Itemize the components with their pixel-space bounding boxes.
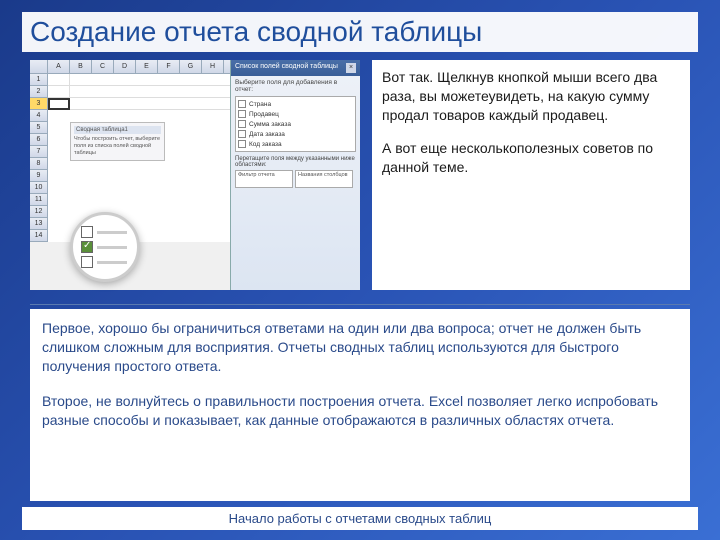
checkbox-icon <box>81 226 93 238</box>
magnifier-callout <box>70 212 140 282</box>
row-header[interactable]: 2 <box>30 86 48 98</box>
excel-window: A B C D E F G H I 1 2 3 4 5 <box>30 60 360 290</box>
row-header[interactable]: 9 <box>30 170 48 182</box>
field-name: Код заказа <box>249 141 282 148</box>
field-item[interactable]: Код заказа <box>238 139 353 149</box>
checkbox-icon[interactable] <box>238 120 246 128</box>
row-header[interactable]: 4 <box>30 110 48 122</box>
field-name: Дата заказа <box>249 131 285 138</box>
body-paragraph: Первое, хорошо бы ограничиться ответами … <box>42 319 678 376</box>
row-header[interactable]: 8 <box>30 158 48 170</box>
checkbox-icon[interactable] <box>238 110 246 118</box>
col-header[interactable]: A <box>48 60 70 73</box>
field-panel-header: Список полей сводной таблицы × <box>231 60 360 76</box>
row-header[interactable]: 14 <box>30 230 48 242</box>
field-name: Сумма заказа <box>249 121 291 128</box>
drop-zone-columns[interactable]: Названия столбцов <box>295 170 353 188</box>
body-paragraph: Второе, не волнуйтесь о правильности пос… <box>42 392 678 430</box>
placeholder-line <box>97 231 127 234</box>
col-header[interactable]: F <box>158 60 180 73</box>
top-row: A B C D E F G H I 1 2 3 4 5 <box>30 60 690 290</box>
field-panel-title: Список полей сводной таблицы <box>235 63 338 73</box>
field-item[interactable]: Сумма заказа <box>238 119 353 129</box>
selected-cell[interactable] <box>48 98 70 110</box>
checkbox-icon[interactable] <box>238 140 246 148</box>
body-text-panel: Первое, хорошо бы ограничиться ответами … <box>30 309 690 501</box>
row-header[interactable]: 13 <box>30 218 48 230</box>
side-paragraph: Вот так. Щелкнув кнопкой мыши всего два … <box>382 68 680 125</box>
col-header[interactable]: G <box>180 60 202 73</box>
close-icon[interactable]: × <box>346 63 356 73</box>
placeholder-line <box>97 261 127 264</box>
side-paragraph: А вот еще несколькополезных советов по д… <box>382 139 680 177</box>
row-header[interactable]: 1 <box>30 74 48 86</box>
checkbox-icon <box>81 256 93 268</box>
pivot-placeholder-text: Чтобы построить отчет, выберите поля из … <box>74 136 161 157</box>
row-header[interactable]: 7 <box>30 146 48 158</box>
drag-instruction: Перетащите поля между указанными ниже об… <box>231 152 360 170</box>
row-numbers: 1 2 3 4 5 6 7 8 9 10 11 12 13 14 <box>30 74 48 242</box>
magnifier-content <box>73 215 137 279</box>
row-header[interactable]: 6 <box>30 134 48 146</box>
slide: Создание отчета сводной таблицы A B C D … <box>0 0 720 540</box>
row-header[interactable]: 12 <box>30 206 48 218</box>
field-item[interactable]: Дата заказа <box>238 129 353 139</box>
slide-title: Создание отчета сводной таблицы <box>22 12 698 52</box>
field-list: Страна Продавец Сумма заказа Дата заказа… <box>235 96 356 152</box>
field-name: Продавец <box>249 111 279 118</box>
field-item[interactable]: Страна <box>238 99 353 109</box>
checkbox-checked-icon <box>81 241 93 253</box>
placeholder-line <box>97 246 127 249</box>
field-name: Страна <box>249 101 271 108</box>
select-all-corner[interactable] <box>30 60 48 73</box>
divider <box>30 304 690 305</box>
col-header[interactable]: B <box>70 60 92 73</box>
row-header-selected[interactable]: 3 <box>30 98 48 110</box>
side-text-panel: Вот так. Щелкнув кнопкой мыши всего два … <box>372 60 690 290</box>
col-header[interactable]: D <box>114 60 136 73</box>
drop-zone-filter[interactable]: Фильтр отчета <box>235 170 293 188</box>
row-header[interactable]: 10 <box>30 182 48 194</box>
pivot-placeholder-title: Сводная таблица1 <box>74 126 161 134</box>
excel-screenshot: A B C D E F G H I 1 2 3 4 5 <box>30 60 360 290</box>
drop-zones: Фильтр отчета Названия столбцов <box>231 170 360 188</box>
footer-text: Начало работы с отчетами сводных таблиц <box>22 507 698 530</box>
col-header[interactable]: E <box>136 60 158 73</box>
row-header[interactable]: 11 <box>30 194 48 206</box>
pivot-placeholder: Сводная таблица1 Чтобы построить отчет, … <box>70 122 165 161</box>
checkbox-icon[interactable] <box>238 130 246 138</box>
field-item[interactable]: Продавец <box>238 109 353 119</box>
checkbox-icon[interactable] <box>238 100 246 108</box>
col-header[interactable]: C <box>92 60 114 73</box>
cells-area[interactable]: Сводная таблица1 Чтобы построить отчет, … <box>48 74 248 242</box>
row-header[interactable]: 5 <box>30 122 48 134</box>
col-header[interactable]: H <box>202 60 224 73</box>
pivot-field-list-panel: Список полей сводной таблицы × Выберите … <box>230 60 360 290</box>
field-panel-instruction: Выберите поля для добавления в отчет: <box>231 76 360 96</box>
